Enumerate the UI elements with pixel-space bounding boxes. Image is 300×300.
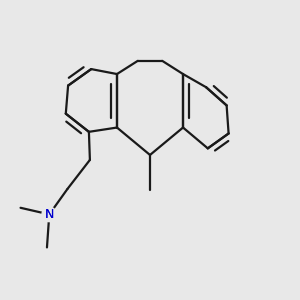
Circle shape <box>42 207 56 222</box>
Text: N: N <box>45 208 54 221</box>
Text: N: N <box>45 208 54 221</box>
